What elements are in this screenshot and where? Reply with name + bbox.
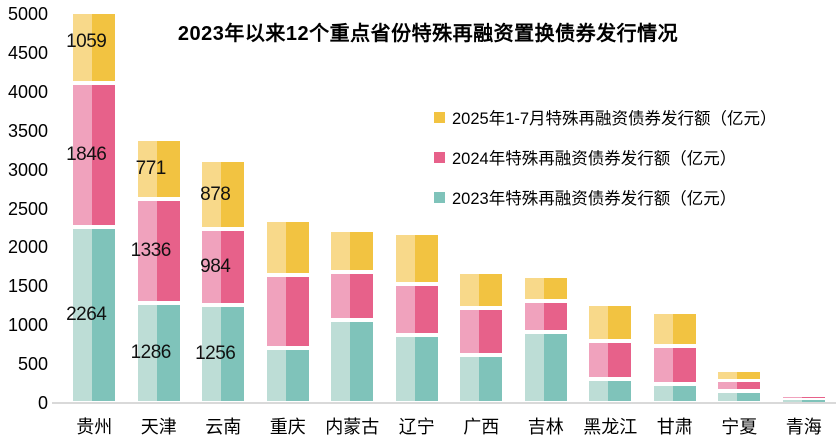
bar-column-甘肃 <box>643 14 708 403</box>
y-tick-label: 1000 <box>7 315 48 336</box>
bar-data-label: 2264 <box>66 303 107 325</box>
bar-data-label: 1336 <box>130 239 172 261</box>
x-axis-labels: 贵州 天津 云南 重庆 内蒙古 辽宁 广西 吉林 黑龙江 甘肃 宁夏 青海 <box>62 413 836 439</box>
bar-column-宁夏 <box>707 14 772 403</box>
plot-area: 1059 1846 2264 771 1336 1286 878 984 1256 <box>62 14 836 403</box>
bar-data-label: 1846 <box>66 144 107 166</box>
bar-column-吉林 <box>514 14 579 403</box>
legend: 2025年1-7月特殊再融资债券发行额（亿元） 2024年特殊再融资债券发行额（亿… <box>434 97 777 217</box>
bar-column-天津: 771 1336 1286 <box>127 14 192 403</box>
bar-data-label: 1059 <box>66 31 107 53</box>
x-axis-label-黑龙江: 黑龙江 <box>583 417 638 437</box>
bar-segment <box>653 345 696 384</box>
bar-data-label: 1286 <box>130 341 172 363</box>
x-axis-label-吉林: 吉林 <box>527 417 564 437</box>
bar-column-云南: 878 984 1256 <box>191 14 256 403</box>
bar-segment: 878 <box>200 160 245 229</box>
bar-segment <box>524 300 567 333</box>
legend-swatch-icon <box>434 151 445 163</box>
x-axis-label-内蒙古: 内蒙古 <box>325 417 380 437</box>
legend-label: 2025年1-7月特殊再融资债券发行额（亿元） <box>452 110 777 128</box>
bar-data-label: 878 <box>200 183 231 205</box>
bar-segment <box>653 312 696 346</box>
x-axis-line <box>52 402 836 404</box>
bar-data-label: 1256 <box>195 343 236 365</box>
bar-segment <box>718 390 761 403</box>
bar-column-辽宁 <box>385 14 450 403</box>
bar-segment <box>331 320 374 403</box>
bar-segment: 1846 <box>66 83 116 227</box>
bar-segment <box>266 220 309 275</box>
x-axis-label-云南: 云南 <box>205 417 242 437</box>
y-tick-label: 1500 <box>7 276 48 297</box>
y-tick-label: 2000 <box>7 237 48 258</box>
bar-column-黑龙江 <box>578 14 643 403</box>
y-tick-label: 3000 <box>7 159 48 180</box>
bar-column-广西 <box>449 14 514 403</box>
bar-segment <box>395 283 438 336</box>
bar-segment <box>266 274 309 348</box>
bar-segment <box>718 380 761 391</box>
x-axis-label-青海: 青海 <box>785 417 822 437</box>
bar-segment <box>589 340 632 379</box>
legend-swatch-icon <box>434 111 445 123</box>
x-axis-label-辽宁: 辽宁 <box>398 417 435 437</box>
y-tick-label: 4000 <box>7 81 48 102</box>
x-axis-label-天津: 天津 <box>140 417 177 437</box>
y-tick-label: 2500 <box>7 198 48 219</box>
y-tick-label: 0 <box>37 393 48 413</box>
bar-segment: 1286 <box>131 302 180 403</box>
x-axis-label-宁夏: 宁夏 <box>721 417 758 437</box>
legend-item: 2025年1-7月特殊再融资债券发行额（亿元） <box>434 97 777 137</box>
bar-segment <box>653 383 696 403</box>
bar-segment <box>331 272 374 321</box>
bar-segment <box>589 378 632 403</box>
x-axis-label-甘肃: 甘肃 <box>656 417 693 437</box>
bar-segment <box>589 304 632 341</box>
bar-segment: 1059 <box>66 14 116 84</box>
bar-data-label: 771 <box>135 158 167 180</box>
y-tick-label: 3500 <box>7 120 48 141</box>
legend-item: 2024年特殊再融资债券发行额（亿元） <box>434 137 777 177</box>
legend-label: 2024年特殊再融资债券发行额（亿元） <box>452 150 737 168</box>
bar-column-内蒙古 <box>320 14 385 403</box>
chart-title: 2023年以来12个重点省份特殊再融资置换债券发行情况 <box>177 23 679 45</box>
bar-segment <box>395 335 438 403</box>
x-axis-label-重庆: 重庆 <box>269 417 306 437</box>
x-axis-label-广西: 广西 <box>463 417 500 437</box>
bar-segment <box>718 370 761 381</box>
bar-segment <box>524 332 567 403</box>
x-axis-label-贵州: 贵州 <box>76 417 113 437</box>
bar-segment <box>460 354 503 403</box>
bar-segment <box>782 395 825 399</box>
bar-segment <box>266 347 309 403</box>
legend-label: 2023年特殊再融资债券发行额（亿元） <box>452 190 737 208</box>
y-tick-label: 5000 <box>7 4 48 24</box>
bar-column-青海 <box>772 14 836 403</box>
bar-segment <box>524 276 567 301</box>
legend-item: 2023年特殊再融资债券发行额（亿元） <box>434 177 777 217</box>
bars-container: 1059 1846 2264 771 1336 1286 878 984 1256 <box>62 14 836 403</box>
bar-segment <box>395 233 438 284</box>
bar-segment: 1336 <box>131 199 180 303</box>
bar-column-贵州: 1059 1846 2264 <box>62 14 127 403</box>
y-tick-label: 500 <box>17 354 48 375</box>
bar-segment: 771 <box>135 139 180 200</box>
bar-column-重庆 <box>256 14 321 403</box>
bar-segment <box>460 308 503 355</box>
bar-segment: 2264 <box>66 226 116 403</box>
bar-data-label: 984 <box>200 256 231 278</box>
bar-segment: 1256 <box>195 305 245 403</box>
bar-segment <box>331 230 374 273</box>
legend-swatch-icon <box>434 191 445 203</box>
bar-segment: 984 <box>200 228 245 306</box>
bar-segment <box>460 272 503 309</box>
y-tick-label: 4500 <box>7 42 48 63</box>
